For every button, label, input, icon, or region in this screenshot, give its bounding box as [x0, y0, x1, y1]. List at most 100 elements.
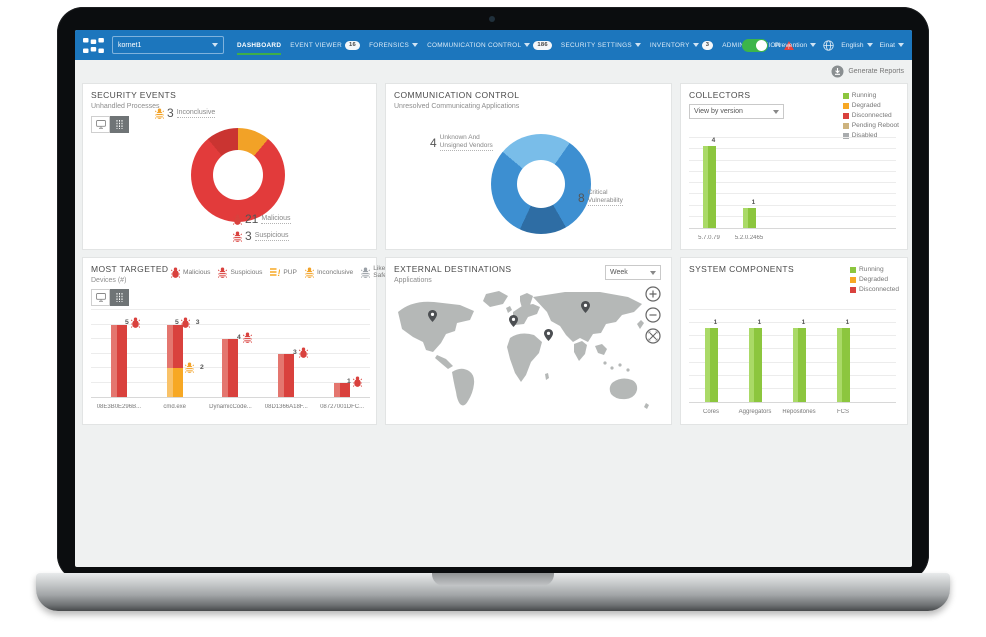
suspicious-callout[interactable]: 3 Suspicious [233, 229, 289, 243]
zoom-reset-button[interactable] [645, 328, 661, 344]
chevron-down-icon [898, 43, 904, 47]
bar-segment[interactable] [702, 146, 716, 228]
period-select[interactable]: Week [605, 265, 661, 280]
devices-view-button[interactable] [91, 289, 110, 306]
chevron-down-icon [650, 270, 656, 275]
view-by-version-select[interactable]: View by version [689, 104, 784, 119]
map-pin[interactable] [428, 310, 437, 322]
bar-segment[interactable] [836, 328, 850, 402]
nav-item-security-settings[interactable]: SECURITY SETTINGS [561, 38, 641, 53]
x-axis-label: cmd.exe [163, 404, 187, 410]
nav-item-communication-control[interactable]: COMMUNICATION CONTROL 186 [427, 37, 552, 54]
bug-icon [233, 214, 242, 225]
bar-segment[interactable] [110, 324, 127, 397]
critical-vulnerability-callout[interactable]: 8 Critical Vulnerability [578, 189, 623, 206]
legend-item: Disconnected [850, 286, 899, 293]
bar-segment[interactable] [166, 324, 183, 368]
panel-communication-control: COMMUNICATION CONTROL Unresolved Communi… [385, 83, 672, 250]
main-menu: DASHBOARD EVENT VIEWER 16 FORENSICS COMMU… [237, 37, 794, 55]
laptop-screen: kornet1 DASHBOARD EVENT VIEWER 16 FORENSI… [75, 30, 912, 567]
security-events-donut[interactable] [191, 128, 285, 222]
legend-item: !PUP [270, 267, 297, 277]
legend-item: Disabled [842, 132, 899, 139]
bar-segment[interactable] [222, 339, 239, 397]
legend-item: Running [850, 266, 899, 273]
map-pin[interactable] [581, 301, 590, 313]
map-pin[interactable] [544, 329, 553, 341]
bar-segment[interactable] [748, 328, 762, 402]
generate-reports-button[interactable]: Generate Reports [831, 65, 904, 78]
user-menu[interactable]: Einat [880, 38, 904, 53]
unknown-vendors-callout[interactable]: 4 Unknown And Unsigned Vendors [430, 134, 493, 151]
panel-subtitle: Applications [394, 277, 432, 284]
processes-view-button[interactable] [110, 289, 129, 306]
zoom-in-button[interactable] [645, 286, 661, 302]
organization-selector[interactable]: kornet1 [112, 36, 224, 54]
svg-text:!: ! [788, 43, 790, 49]
chevron-down-icon [810, 43, 817, 47]
nav-item-inventory[interactable]: INVENTORY 3 [650, 37, 714, 54]
communication-control-donut[interactable] [491, 134, 591, 234]
webcam-dot [489, 16, 495, 22]
organization-name: kornet1 [118, 41, 142, 49]
bar-annotation: 1 [347, 376, 362, 387]
map-zoom-controls [645, 286, 661, 344]
nav-item-event-viewer[interactable]: EVENT VIEWER 16 [290, 37, 361, 54]
devices-view-button[interactable] [91, 116, 110, 133]
bar-value-label: 1 [751, 198, 756, 206]
globe-icon [823, 39, 834, 51]
nav-item-dashboard[interactable]: DASHBOARD [237, 38, 282, 55]
legend-item: Inconclusive [304, 267, 353, 278]
zoom-out-button[interactable] [645, 307, 661, 323]
bar-column: 1 [821, 310, 865, 402]
panel-security-events: SECURITY EVENTS Unhandled Processes 3 In… [82, 83, 377, 250]
bar-segment[interactable] [742, 207, 756, 228]
bar-column: 1 [733, 310, 777, 402]
map-pins [428, 301, 590, 341]
fortinet-logo-icon [83, 37, 104, 53]
bar-column [258, 310, 314, 397]
panel-external-destinations: EXTERNAL DESTINATIONS Applications Week [385, 257, 672, 425]
bar-column: 1 [689, 310, 733, 402]
panel-title: EXTERNAL DESTINATIONS [394, 264, 512, 274]
malicious-callout[interactable]: 21 Malicious [233, 212, 291, 226]
x-axis-label: DynamicCode... [209, 404, 252, 410]
map-pin[interactable] [509, 315, 518, 327]
chevron-down-icon [692, 43, 699, 47]
gridline [91, 323, 370, 325]
legend-item: Disconnected [842, 112, 899, 119]
nav-item-forensics[interactable]: FORENSICS [369, 38, 419, 53]
bar-segment[interactable] [166, 368, 183, 397]
chevron-down-icon [866, 43, 873, 47]
panel-title: MOST TARGETED [91, 264, 169, 274]
bar-segment[interactable] [278, 353, 295, 397]
bug-icon [155, 108, 164, 119]
gridline [91, 338, 370, 339]
x-axis-label: 08D1366A18F... [264, 404, 308, 410]
prevention-mode-menu[interactable]: Prevention [775, 38, 817, 53]
bar-segment[interactable] [792, 328, 806, 402]
bar-value-label: 1 [845, 319, 850, 327]
legend-item: Degraded [850, 276, 899, 283]
bar-segment[interactable] [704, 328, 718, 402]
gridline [689, 137, 896, 138]
chevron-down-icon [634, 43, 641, 47]
prevention-mode-toggle[interactable] [741, 38, 768, 52]
view-toggle [91, 289, 129, 306]
targeted-annotations: 5 5 3 2 4 3 1 [91, 310, 370, 398]
bar-column: 4 [689, 137, 729, 228]
panel-title: COLLECTORS [689, 90, 751, 100]
event-viewer-badge: 16 [345, 40, 361, 50]
toggle-knob [755, 39, 767, 51]
bar-value-label: 4 [711, 137, 716, 145]
bug-icon [233, 231, 242, 242]
inventory-badge: 3 [701, 40, 714, 50]
inconclusive-callout[interactable]: 3 Inconclusive [155, 106, 216, 120]
gridline [689, 148, 896, 150]
bar-annotation: 3 [293, 347, 308, 358]
language-selector[interactable]: English [841, 38, 873, 53]
processes-view-button[interactable] [110, 116, 129, 133]
bar-segment[interactable] [334, 382, 351, 397]
svg-text:!: ! [278, 268, 281, 277]
